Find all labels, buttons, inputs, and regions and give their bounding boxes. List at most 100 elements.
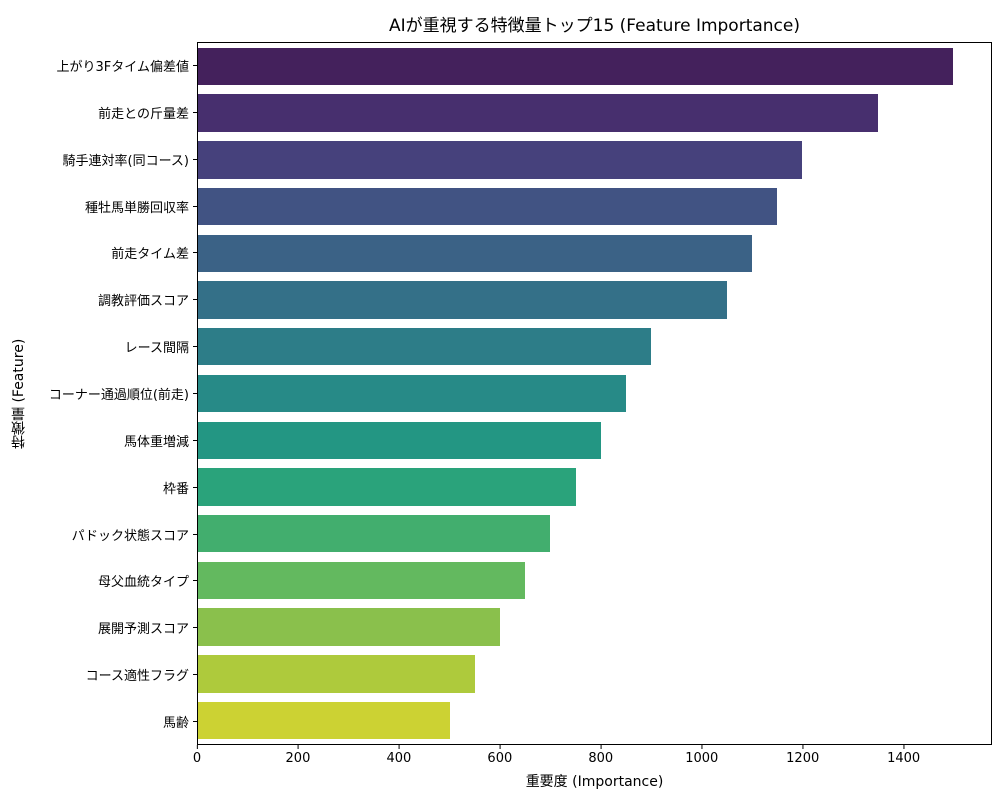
- bar-slot: [198, 510, 991, 557]
- y-tick-mark: [193, 627, 197, 629]
- y-tick-mark: [193, 346, 197, 348]
- y-tick-mark: [193, 486, 197, 488]
- bar-slot: [198, 557, 991, 604]
- bar-slot: [198, 604, 991, 651]
- x-tick-mark: [802, 745, 804, 749]
- y-tick-label: 枠番: [162, 481, 189, 497]
- bar-slot: [198, 183, 991, 230]
- x-axis-label: 重要度 (Importance): [525, 774, 664, 790]
- x-tick-labels: 0 200 400 600 800 1000 1200 1400: [193, 745, 992, 771]
- x-tick-label: 1400: [887, 751, 921, 766]
- bar-slot: [198, 277, 991, 324]
- bar-0: [198, 47, 954, 86]
- y-tick-mark: [193, 439, 197, 441]
- y-tick-label: 前走との斤量差: [98, 106, 189, 122]
- x-tick-mark: [196, 745, 198, 749]
- chart-title: AIが重視する特徴量トップ15 (Feature Importance): [388, 16, 800, 36]
- y-tick-mark: [193, 533, 197, 535]
- x-tick-4: 800: [588, 745, 613, 766]
- x-tick-3: 600: [487, 745, 512, 766]
- x-tick-mark: [398, 745, 400, 749]
- x-tick-mark: [600, 745, 602, 749]
- bar-slot: [198, 697, 991, 744]
- bar-slot: [198, 43, 991, 90]
- x-tick-label: 1000: [685, 751, 719, 766]
- bar-3: [198, 187, 778, 226]
- y-tick-14: 馬齢: [0, 698, 197, 745]
- bar-slot: [198, 136, 991, 183]
- bar-slot: [198, 323, 991, 370]
- bar-7: [198, 374, 626, 413]
- bar-6: [198, 328, 652, 366]
- y-tick-label: 母父血統タイプ: [97, 575, 189, 591]
- y-tick-label: レース間隔: [124, 341, 189, 357]
- x-tick-5: 1000: [685, 745, 718, 766]
- y-tick-label: 展開予測スコア: [97, 622, 189, 638]
- y-tick-13: コース適性フラグ: [0, 651, 197, 698]
- y-tick-6: レース間隔: [0, 323, 197, 370]
- plot-area: [197, 42, 992, 745]
- bar-1: [198, 94, 878, 132]
- y-tick-label: 前走タイム差: [111, 247, 189, 263]
- y-tick-mark: [193, 580, 197, 582]
- y-tick-mark: [193, 674, 197, 676]
- x-tick-label: 0: [192, 751, 202, 766]
- y-tick-9: 枠番: [0, 464, 197, 511]
- y-tick-label: 馬体重増減: [123, 434, 189, 450]
- y-tick-5: 調教評価スコア: [0, 276, 197, 323]
- x-tick-6: 1200: [786, 745, 819, 766]
- y-tick-4: 前走タイム差: [0, 229, 197, 276]
- y-tick-mark: [193, 111, 197, 113]
- x-tick-mark: [701, 745, 703, 749]
- x-tick-mark: [499, 745, 501, 749]
- x-tick-label: 600: [487, 751, 513, 766]
- bar-12: [198, 608, 501, 646]
- y-tick-label: 調教評価スコア: [97, 294, 189, 310]
- bar-5: [198, 281, 727, 319]
- y-tick-0: 上がり3Fタイム偏差値: [0, 42, 197, 89]
- y-tick-7: コーナー通過順位(前走): [0, 370, 197, 417]
- bar-9: [198, 468, 576, 506]
- y-tick-10: パドック状態スコア: [0, 511, 197, 558]
- bar-slot: [198, 651, 991, 698]
- x-tick-7: 1400: [887, 745, 920, 766]
- x-tick-label: 400: [386, 751, 412, 766]
- y-tick-label: パドック状態スコア: [71, 528, 189, 544]
- bar-13: [198, 655, 475, 693]
- bar-slot: [198, 464, 991, 511]
- y-tick-mark: [193, 205, 197, 207]
- x-tick-mark: [903, 745, 905, 749]
- y-tick-label: コーナー通過順位(前走): [48, 387, 189, 403]
- y-tick-mark: [193, 252, 197, 254]
- x-tick-label: 200: [285, 751, 311, 766]
- y-tick-label: 上がり3Fタイム偏差値: [56, 59, 190, 75]
- y-tick-11: 母父血統タイプ: [0, 557, 197, 604]
- y-tick-label: 騎手連対率(同コース): [62, 153, 190, 169]
- bar-slot: [198, 370, 991, 417]
- bar-2: [198, 141, 803, 179]
- y-tick-mark: [193, 64, 197, 66]
- y-tick-2: 騎手連対率(同コース): [0, 136, 197, 183]
- bar-slot: [198, 417, 991, 464]
- y-tick-mark: [193, 158, 197, 160]
- y-tick-3: 種牡馬単勝回収率: [0, 183, 197, 230]
- y-tick-labels: 上がり3Fタイム偏差値前走との斤量差騎手連対率(同コース) 種牡馬単勝回収率前走タ…: [0, 42, 197, 745]
- bar-slot: [198, 90, 991, 137]
- y-tick-mark: [193, 392, 197, 394]
- bar-8: [198, 421, 601, 459]
- y-tick-label: 馬齢: [162, 715, 189, 731]
- bar-14: [198, 701, 450, 740]
- y-tick-1: 前走との斤量差: [0, 89, 197, 136]
- x-tick-label: 1200: [786, 751, 820, 766]
- y-tick-12: 展開予測スコア: [0, 604, 197, 651]
- bar-slot: [198, 230, 991, 277]
- x-tick-mark: [297, 745, 299, 749]
- y-tick-label: 種牡馬単勝回収率: [84, 200, 189, 216]
- x-tick-2: 400: [386, 745, 411, 766]
- y-tick-mark: [193, 720, 197, 722]
- x-tick-1: 200: [285, 745, 311, 766]
- bar-10: [198, 515, 551, 553]
- x-tick-label: 800: [588, 751, 614, 766]
- bar-11: [198, 561, 526, 600]
